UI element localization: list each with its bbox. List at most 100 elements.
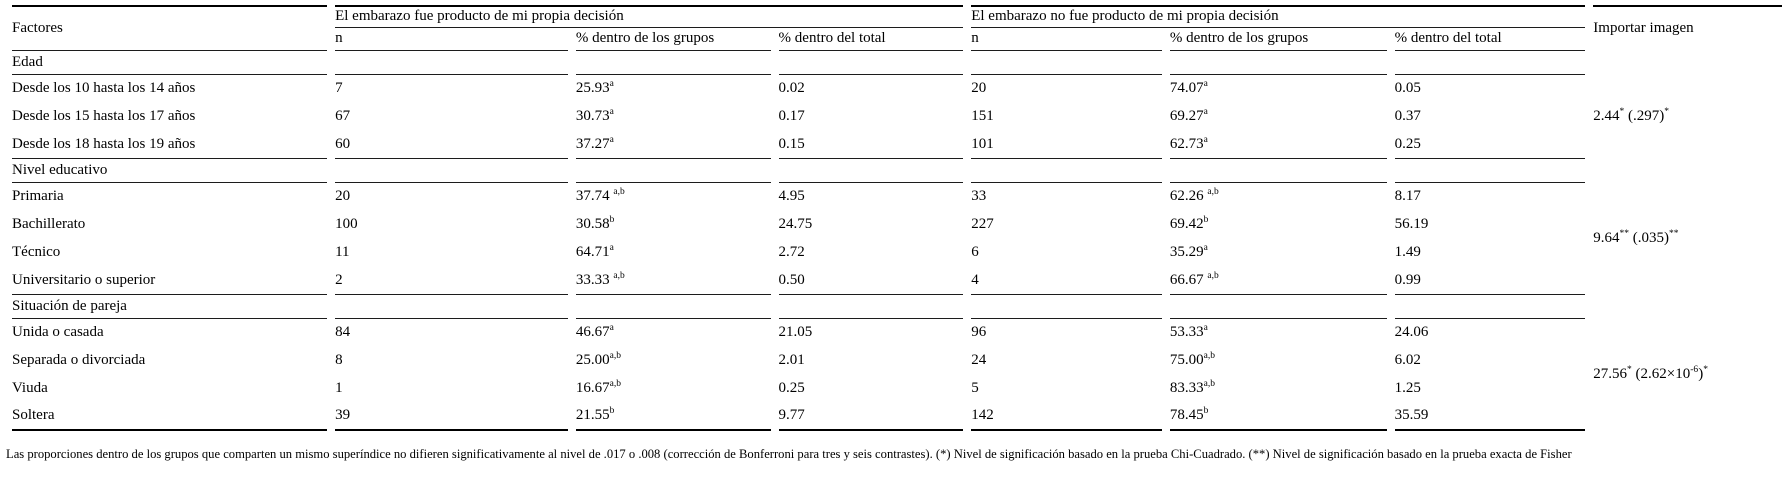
col-header-n-group2: n: [971, 28, 1162, 51]
cell-n-group1: 7: [335, 80, 343, 97]
section-label: Situación de pareja: [12, 295, 328, 319]
col-header-importar-imagen: Importar imagen: [1593, 5, 1782, 51]
row-label: Desde los 18 hasta los 19 años: [12, 131, 328, 159]
data-row-situacion-de-pareja-0: Unida o casada 84 46.67a 21.05 96 53.33a 24.06…: [12, 319, 1782, 382]
cell-n-group2: 101: [971, 131, 1162, 159]
section-stat-spacer: [1593, 51, 1782, 75]
cell-pct-total-group1: 4.95: [778, 188, 805, 205]
section-rule: [778, 51, 964, 75]
cell-pct-total-group1: 0.02: [778, 80, 805, 97]
section-rule: [1394, 51, 1586, 75]
cell-pct-grupos-group2: 66.67 a,b: [1169, 267, 1387, 295]
cell-n-group2: 6: [971, 244, 979, 261]
cell-n-group1: 67: [335, 108, 351, 125]
row-label: Desde los 15 hasta los 17 años: [12, 108, 196, 125]
cell-pct-total-group2: 8.17: [1394, 188, 1421, 205]
cell-pct-grupos-group2: 74.07a: [1169, 79, 1208, 97]
cell-pct-total-group2: 0.25: [1394, 131, 1586, 159]
cell-pct-total-group2: 24.06: [1394, 324, 1429, 341]
section-rule: [335, 295, 568, 319]
stat-value-nivel-educativo: 9.64** (.035)**: [1593, 229, 1679, 247]
section-rule: [575, 159, 771, 183]
cell-pct-grupos-group2: 62.26 a,b: [1169, 187, 1219, 205]
cell-pct-total-group2: 1.25: [1394, 380, 1421, 397]
results-table-body: Edad Desde los 10 hasta los 14 años 7 25.93…: [12, 51, 1782, 431]
data-row-situacion-de-pareja-2: Viuda 1 16.67a,b 0.25 5 83.33a,b 1.25: [12, 375, 1782, 403]
section-rule: [575, 295, 771, 319]
factores-table: Factores El embarazo fue producto de mi …: [4, 5, 1790, 431]
stat-value-edad: 2.44* (.297)*: [1593, 107, 1670, 125]
row-label: Bachillerato: [12, 216, 86, 233]
cell-pct-grupos-group2: 83.33a,b: [1169, 379, 1215, 397]
section-row-edad: Edad: [12, 51, 1782, 75]
cell-pct-grupos-group2: 35.29a: [1169, 243, 1208, 261]
row-label: Técnico: [12, 244, 61, 261]
group-header-row: Factores El embarazo fue producto de mi …: [12, 5, 1782, 51]
row-label: Primaria: [12, 188, 64, 205]
cell-n-group2: 227: [971, 216, 994, 233]
data-row-situacion-de-pareja-3: Soltera 39 21.55b 9.77 142 78.45b 35.59: [12, 403, 1782, 431]
cell-n-group1: 60: [335, 131, 568, 159]
section-rule: [971, 159, 1162, 183]
cell-pct-grupos-group1: 37.27a: [575, 131, 771, 159]
section-rule: [971, 295, 1162, 319]
section-rule: [1169, 51, 1387, 75]
cell-n-group2: 20: [971, 80, 987, 97]
cell-pct-grupos-group2: 75.00a,b: [1169, 351, 1215, 369]
cell-pct-grupos-group1: 16.67a,b: [575, 379, 621, 397]
page: Factores El embarazo fue producto de mi …: [4, 5, 1790, 461]
cell-pct-total-group1: 2.72: [778, 244, 805, 261]
cell-n-group2: 5: [971, 380, 979, 397]
cell-pct-grupos-group1: 25.00a,b: [575, 351, 621, 369]
cell-pct-grupos-group2: 53.33a: [1169, 323, 1208, 341]
cell-pct-total-group2: 6.02: [1394, 352, 1421, 369]
section-row-nivel-educativo: Nivel educativo: [12, 159, 1782, 183]
section-label: Edad: [12, 51, 328, 75]
cell-n-group1: 1: [335, 380, 343, 397]
cell-pct-total-group2: 1.49: [1394, 244, 1421, 261]
cell-pct-grupos-group1: 33.33 a,b: [575, 267, 771, 295]
cell-pct-total-group1: 0.15: [778, 131, 964, 159]
cell-pct-total-group2: 35.59: [1394, 403, 1586, 431]
row-label: Viuda: [12, 380, 48, 397]
cell-pct-grupos-group1: 21.55b: [575, 403, 771, 431]
cell-n-group1: 100: [335, 216, 358, 233]
section-stat-spacer: [1593, 159, 1782, 183]
cell-pct-total-group1: 21.05: [778, 324, 813, 341]
cell-n-group1: 84: [335, 324, 351, 341]
cell-pct-grupos-group1: 46.67a: [575, 323, 614, 341]
section-rule: [575, 51, 771, 75]
cell-pct-total-group1: 2.01: [778, 352, 805, 369]
cell-pct-grupos-group1: 37.74 a,b: [575, 187, 625, 205]
cell-pct-grupos-group2: 78.45b: [1169, 403, 1387, 431]
col-header-group-decision-no: El embarazo no fue producto de mi propia…: [971, 5, 1586, 28]
cell-pct-grupos-group1: 64.71a: [575, 243, 614, 261]
cell-pct-total-group2: 0.37: [1394, 108, 1421, 125]
section-row-situacion-de-pareja: Situación de pareja: [12, 295, 1782, 319]
cell-pct-grupos-group1: 25.93a: [575, 79, 614, 97]
subcol-header-row: n % dentro de los grupos % dentro del to…: [12, 28, 1782, 51]
section-rule: [1169, 159, 1387, 183]
data-row-nivel-educativo-3: Universitario o superior 2 33.33 a,b 0.50 4 6…: [12, 267, 1782, 295]
cell-pct-total-group2: 0.05: [1394, 80, 1421, 97]
col-header-pct-grupos-group1: % dentro de los grupos: [575, 28, 771, 51]
data-row-situacion-de-pareja-1: Separada o divorciada 8 25.00a,b 2.01 24 75.0…: [12, 347, 1782, 375]
cell-pct-grupos-group2: 69.42b: [1169, 215, 1209, 233]
col-header-pct-total-group2: % dentro del total: [1394, 28, 1586, 51]
section-rule: [1169, 295, 1387, 319]
col-header-n-group1: n: [335, 28, 568, 51]
data-row-edad-2: Desde los 18 hasta los 19 años 60 37.27a 0.…: [12, 131, 1782, 159]
data-row-nivel-educativo-1: Bachillerato 100 30.58b 24.75 227 69.42b 56.19: [12, 211, 1782, 239]
cell-pct-total-group1: 0.25: [778, 380, 805, 397]
row-label: Universitario o superior: [12, 267, 328, 295]
cell-pct-grupos-group1: 30.73a: [575, 107, 614, 125]
data-row-nivel-educativo-0: Primaria 20 37.74 a,b 4.95 33 62.26 a,b 8.17 9.…: [12, 183, 1782, 246]
cell-n-group1: 2: [335, 267, 568, 295]
table-header: Factores El embarazo fue producto de mi …: [12, 5, 1782, 51]
data-row-nivel-educativo-2: Técnico 11 64.71a 2.72 6 35.29a 1.49: [12, 239, 1782, 267]
cell-n-group1: 20: [335, 188, 351, 205]
section-stat-spacer: [1593, 295, 1782, 319]
col-header-pct-grupos-group2: % dentro de los grupos: [1169, 28, 1387, 51]
cell-n-group2: 4: [971, 267, 1162, 295]
col-header-pct-total-group1: % dentro del total: [778, 28, 964, 51]
